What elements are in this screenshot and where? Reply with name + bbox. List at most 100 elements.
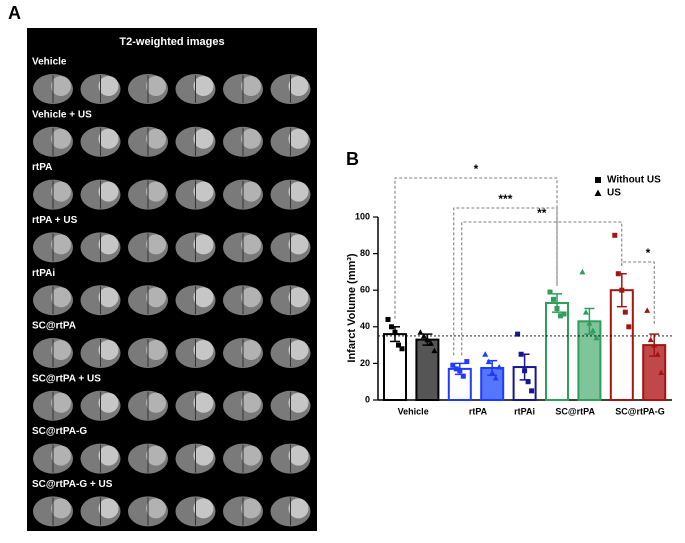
x-tick-label: rtPA	[469, 406, 488, 416]
brain-slice-hemisphere	[193, 234, 214, 255]
data-point	[417, 329, 424, 335]
brain-slice-hemisphere	[193, 498, 214, 519]
brain-slice-hemisphere	[241, 76, 261, 96]
row-label: Vehicle	[32, 57, 67, 68]
data-point	[427, 340, 434, 346]
data-point	[389, 324, 394, 330]
brain-slice-hemisphere	[241, 392, 261, 413]
brain-slice-hemisphere	[98, 340, 119, 360]
legend-label: Without US	[607, 175, 661, 186]
data-point	[457, 368, 463, 374]
data-point	[525, 379, 531, 385]
brain-slice-hemisphere	[288, 234, 309, 255]
panel-label: A	[8, 3, 21, 23]
brain-slice-hemisphere	[146, 287, 166, 308]
bar	[545, 302, 569, 402]
data-point	[579, 268, 586, 275]
row-label: SC@rtPA + US	[32, 373, 101, 384]
data-point	[593, 334, 600, 341]
brain-slice-hemisphere	[241, 340, 261, 360]
data-point	[482, 351, 489, 357]
brain-slice-hemisphere	[146, 128, 166, 149]
bar	[415, 338, 440, 401]
brain-slice-hemisphere	[98, 287, 119, 308]
x-tick-label: SC@rtPA-G	[615, 406, 665, 416]
data-point	[554, 306, 560, 311]
brain-slice-hemisphere	[146, 498, 166, 519]
brain-slice-hemisphere	[51, 234, 71, 255]
significance-bracket	[453, 207, 558, 356]
significance-label: **	[537, 206, 547, 220]
brain-slice-hemisphere	[288, 76, 309, 96]
data-point	[558, 313, 563, 319]
x-tick-label: rtPAi	[514, 406, 535, 416]
brain-slice-hemisphere	[193, 445, 214, 466]
brain-slice-hemisphere	[288, 287, 309, 308]
data-point	[644, 307, 651, 313]
legend-marker	[595, 177, 601, 183]
data-point	[626, 324, 632, 330]
brain-slice-hemisphere	[98, 498, 119, 519]
brain-slice-hemisphere	[146, 392, 166, 413]
x-tick-label: Vehicle	[398, 406, 429, 416]
brain-slice-hemisphere	[146, 234, 166, 255]
brain-slice-hemisphere	[98, 445, 119, 466]
brain-slice-hemisphere	[288, 392, 309, 413]
y-axis-label: Infarct Volume (mm³)	[346, 253, 358, 363]
row-label: rtPA	[32, 162, 52, 173]
significance-bracket	[621, 261, 655, 327]
legend-label: US	[607, 188, 621, 199]
data-point	[615, 271, 621, 277]
data-point	[396, 342, 401, 348]
data-point	[586, 320, 593, 326]
data-point	[582, 309, 589, 315]
significance-label: *	[474, 162, 479, 176]
bar	[383, 333, 407, 401]
data-point	[619, 287, 625, 293]
brain-slice-hemisphere	[193, 181, 214, 202]
brain-slice-hemisphere	[51, 287, 71, 308]
data-point	[485, 358, 492, 365]
brain-slice-hemisphere	[98, 181, 119, 202]
panel-title: T2-weighted images	[119, 36, 224, 48]
brain-slice-hemisphere	[288, 340, 309, 360]
data-point	[424, 336, 431, 343]
brain-slice-hemisphere	[51, 392, 71, 413]
brain-slice-hemisphere	[146, 181, 166, 202]
row-label: SC@rtPA-G + US	[32, 479, 113, 490]
data-point	[518, 351, 524, 357]
data-point	[612, 232, 618, 238]
brain-slice-hemisphere	[193, 392, 214, 413]
data-point	[551, 296, 556, 302]
data-point	[492, 375, 499, 381]
data-point	[489, 369, 496, 376]
y-tick-label: 100	[355, 211, 370, 221]
brain-slice-hemisphere	[51, 445, 71, 466]
y-tick-label: 0	[365, 394, 370, 404]
data-point	[654, 351, 661, 357]
brain-slice-hemisphere	[146, 340, 166, 360]
row-label: SC@rtPA-G	[32, 426, 87, 437]
brain-slice-hemisphere	[98, 234, 119, 255]
row-label: SC@rtPA	[32, 321, 76, 332]
brain-slice-hemisphere	[288, 181, 309, 202]
significance-bracket	[394, 177, 558, 319]
brain-slice-hemisphere	[241, 445, 261, 466]
y-tick-label: 20	[360, 358, 370, 368]
data-point	[392, 329, 398, 335]
brain-slice-hemisphere	[98, 392, 119, 413]
data-point	[431, 347, 438, 354]
data-point	[622, 309, 628, 315]
significance-bracket	[461, 221, 623, 356]
data-point	[529, 388, 535, 394]
data-point	[464, 359, 470, 365]
y-tick-label: 40	[360, 321, 370, 331]
row-label: rtPAi	[32, 268, 55, 279]
data-point	[522, 368, 528, 374]
significance-label: *	[646, 246, 651, 260]
data-point	[453, 366, 459, 372]
brain-slice-hemisphere	[241, 498, 261, 519]
data-point	[589, 327, 596, 333]
